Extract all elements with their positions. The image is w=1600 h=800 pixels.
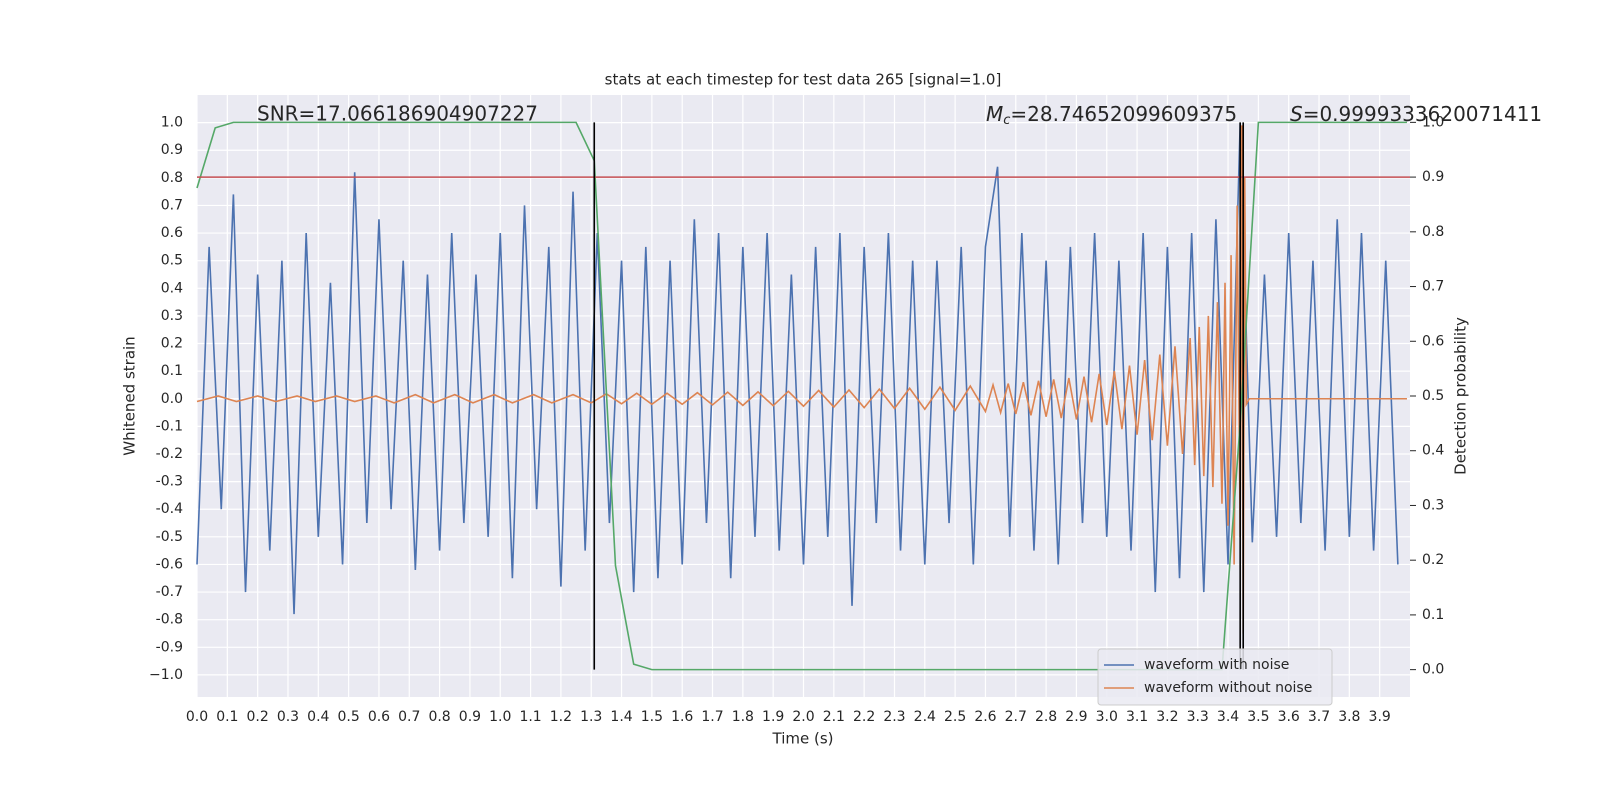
- y-tick-label: 0.9: [161, 142, 183, 158]
- y-tick-label: -0.5: [156, 529, 183, 545]
- series-line: [196, 122, 1399, 615]
- y-tick-label: −1.0: [149, 667, 183, 683]
- x-tick-label: 0.6: [368, 709, 390, 725]
- x-tick-label: 1.2: [550, 709, 572, 725]
- labels: 0.0 0.1 0.2 0.3 0.4 0.5 0.6 0.7 0.8 0.9 1.0 1.1 1.2 1…: [149, 114, 1444, 725]
- x-tick-label: 0.7: [398, 709, 420, 725]
- x-tick-label: 3.4: [1217, 709, 1239, 725]
- x-tick-label: 1.8: [732, 709, 754, 725]
- x-tick-label: 2.0: [792, 709, 814, 725]
- x-tick-label: 3.1: [1126, 709, 1148, 725]
- y-tick-label: 0.6: [161, 225, 183, 241]
- legend-label: waveform with noise: [1144, 657, 1289, 673]
- y2-tick-label: 0.0: [1422, 662, 1444, 678]
- y-tick-label: 0.5: [161, 253, 183, 269]
- x-tick-label: 2.7: [1005, 709, 1027, 725]
- legend: waveform with noise waveform without nois…: [1097, 648, 1333, 706]
- x-tick-label: 1.7: [701, 709, 723, 725]
- x-tick-label: 0.5: [337, 709, 359, 725]
- y-tick-label: 0.0: [161, 391, 183, 407]
- y-tick-label: 0.2: [161, 336, 183, 352]
- x-tick-label: 2.6: [974, 709, 996, 725]
- x-tick-label: 0.8: [428, 709, 450, 725]
- y2-tick-label: 0.2: [1422, 552, 1444, 568]
- x-tick-label: 1.1: [519, 709, 541, 725]
- x-tick-label: 3.9: [1369, 709, 1391, 725]
- x-tick-label: 3.8: [1338, 709, 1360, 725]
- x-tick-label: 3.7: [1308, 709, 1330, 725]
- y-tick-label: -0.9: [156, 639, 183, 655]
- x-tick-label: 1.4: [610, 709, 632, 725]
- x-tick-label: 2.3: [883, 709, 905, 725]
- y2-tick-label: 0.1: [1422, 607, 1444, 623]
- legend-box: [1097, 648, 1333, 706]
- y-axis-label: Whitened strain: [121, 336, 139, 455]
- x-tick-label: 3.3: [1187, 709, 1209, 725]
- y2-tick-label: 0.4: [1422, 443, 1444, 459]
- annotation-symbol: S: [1290, 102, 1303, 126]
- x-tick-label: 3.6: [1278, 709, 1300, 725]
- y-tick-label: -0.6: [156, 556, 183, 572]
- legend-label: waveform without noise: [1144, 680, 1312, 696]
- y2-tick-label: 0.9: [1422, 169, 1444, 185]
- y2-tick-label: 0.6: [1422, 333, 1444, 349]
- x-tick-label: 0.2: [247, 709, 269, 725]
- y-tick-label: 0.7: [161, 197, 183, 213]
- x-tick-label: 2.4: [914, 709, 936, 725]
- annotation-text: =28.74652099609375: [1010, 102, 1237, 126]
- y2-axis-label: Detection probability: [1452, 317, 1470, 475]
- x-tick-label: 1.3: [580, 709, 602, 725]
- y2-tick-label: 0.3: [1422, 497, 1444, 513]
- annotation-subscript: c: [1003, 113, 1010, 128]
- y-tick-label: -0.2: [156, 446, 183, 462]
- x-tick-label: 3.5: [1247, 709, 1269, 725]
- y2-tick-label: 1.0: [1422, 114, 1444, 130]
- x-tick-label: 2.5: [944, 709, 966, 725]
- y-tick-label: -0.3: [156, 474, 183, 490]
- y-tick-label: 0.8: [161, 170, 183, 186]
- x-tick-label: 0.3: [277, 709, 299, 725]
- y2-tick-label: 0.8: [1422, 224, 1444, 240]
- x-tick-label: 1.0: [489, 709, 511, 725]
- y-tick-label: -0.4: [156, 501, 183, 517]
- y-tick-label: -0.1: [156, 418, 183, 434]
- marks: [196, 121, 1410, 671]
- x-tick-label: 2.8: [1035, 709, 1057, 725]
- y-tick-label: 0.3: [161, 308, 183, 324]
- x-tick-label: 2.1: [823, 709, 845, 725]
- x-tick-label: 0.9: [459, 709, 481, 725]
- x-tick-label: 0.4: [307, 709, 329, 725]
- series-line: [196, 125, 1407, 634]
- x-tick-label: 0.0: [186, 709, 208, 725]
- y-tick-label: -0.7: [156, 584, 183, 600]
- x-tick-label: 3.0: [1096, 709, 1118, 725]
- x-tick-label: 2.2: [853, 709, 875, 725]
- x-tick-label: 1.5: [641, 709, 663, 725]
- y-tick-label: 1.0: [161, 115, 183, 131]
- y2-tick-label: 0.7: [1422, 279, 1444, 295]
- x-tick-label: 3.2: [1156, 709, 1178, 725]
- annotation: Mc=28.74652099609375: [986, 102, 1237, 128]
- annotation-symbol: M: [986, 102, 1003, 126]
- x-tick-label: 1.9: [762, 709, 784, 725]
- grid: [196, 95, 1410, 697]
- annotation: SNR=17.066186904907227: [257, 102, 538, 126]
- y-tick-label: 0.1: [161, 363, 183, 379]
- annotation-text: =0.9999333620071411: [1303, 102, 1542, 126]
- chart-title: stats at each timestep for test data 265…: [605, 71, 1002, 89]
- x-tick-label: 2.9: [1065, 709, 1087, 725]
- y2-tick-label: 0.5: [1422, 388, 1444, 404]
- x-tick-label: 1.6: [671, 709, 693, 725]
- y-tick-label: 0.4: [161, 280, 183, 296]
- x-axis-label: Time (s): [772, 730, 834, 748]
- annotation: S=0.9999333620071411: [1290, 102, 1542, 126]
- y-tick-label: -0.8: [156, 612, 183, 628]
- x-tick-label: 0.1: [216, 709, 238, 725]
